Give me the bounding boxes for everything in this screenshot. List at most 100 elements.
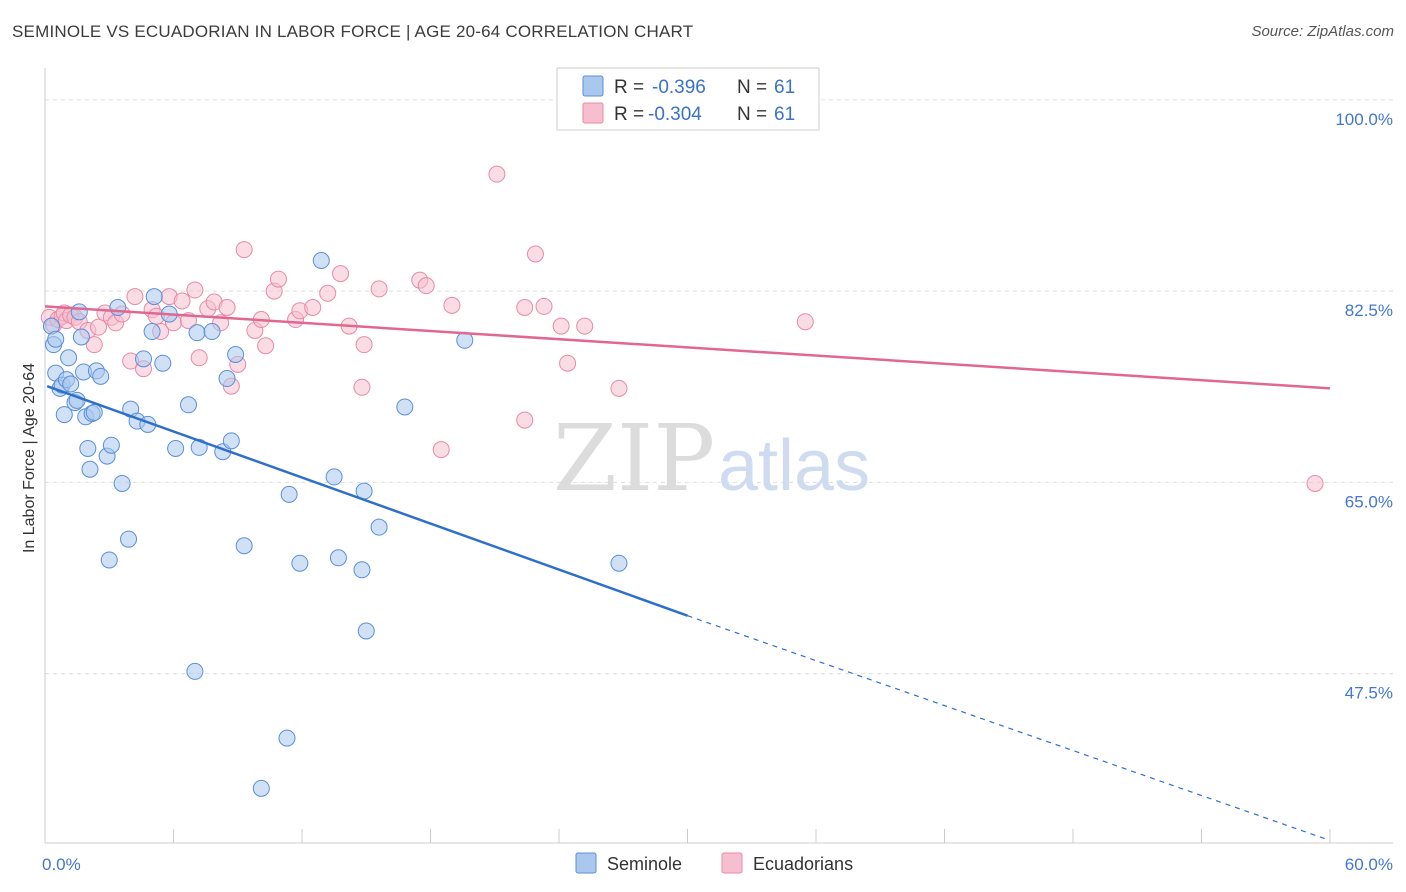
- y-tick-label-0: 47.5%: [1345, 684, 1393, 703]
- seminole-point-53: [357, 622, 375, 640]
- seminole-point-9: [62, 375, 80, 393]
- x-tick-labels: 0.0% 60.0%: [42, 855, 1393, 874]
- seminole-point-48: [312, 252, 330, 270]
- trend-lines: [44, 305, 1331, 841]
- seminole-point-12: [72, 328, 90, 346]
- y-axis-label: In Labor Force | Age 20-64: [21, 363, 38, 553]
- seminole-point-41: [222, 432, 240, 450]
- seminole-point-19: [92, 367, 110, 385]
- seminole-point-47: [291, 554, 309, 572]
- ecuadorian-point-50: [417, 277, 435, 295]
- seminole-point-59: [85, 403, 103, 421]
- seminole-point-34: [179, 396, 197, 414]
- seminole-point-16: [81, 460, 99, 478]
- ecuadorian-point-56: [526, 245, 544, 263]
- seminole-point-6: [55, 406, 73, 424]
- axes: [44, 68, 1393, 844]
- legend-r-label-ecuadorian: R =: [614, 104, 644, 125]
- bottom-legend-swatch-ecuadorian: [721, 852, 743, 874]
- ecuadorian-point-60: [576, 317, 594, 335]
- legend-n-label-ecuadorian: N =: [737, 104, 767, 125]
- y-tick-label-2: 82.5%: [1345, 301, 1393, 320]
- legend-r-label-seminole: R =: [614, 77, 644, 98]
- watermark-atlas: atlas: [718, 426, 870, 506]
- seminole-point-44: [252, 779, 270, 797]
- seminole-point-29: [143, 323, 161, 341]
- seminole-point-35: [186, 662, 204, 680]
- seminole-point-40: [218, 370, 236, 388]
- seminole-point-15: [79, 439, 97, 457]
- ecuadorian-point-47: [355, 336, 373, 354]
- x-tick-label-start: 0.0%: [42, 855, 81, 874]
- seminole-point-23: [109, 299, 127, 316]
- seminole-point-33: [167, 439, 185, 457]
- ecuadorian-point-63: [1306, 474, 1324, 492]
- bottom-legend-label-ecuadorian: Ecuadorians: [753, 854, 853, 874]
- ecuadorian-point-26: [186, 281, 204, 299]
- chart-source: Source: ZipAtlas.com: [1251, 23, 1394, 40]
- ecuadorian-point-17: [126, 288, 144, 306]
- seminole-point-38: [203, 323, 221, 341]
- seminole-trend-line: [46, 385, 688, 617]
- seminole-point-36: [188, 324, 206, 342]
- seminole-point-45: [278, 729, 296, 747]
- ecuadorian-point-11: [90, 318, 108, 336]
- seminole-point-42: [227, 345, 245, 363]
- seminole-point-8: [60, 349, 78, 367]
- x-tick-label-end: 60.0%: [1345, 855, 1393, 874]
- ecuadorian-point-46: [353, 378, 371, 396]
- ecuadorian-trend-line: [44, 305, 1331, 390]
- ecuadorian-point-34: [235, 241, 253, 259]
- ecuadorian-point-52: [443, 296, 461, 314]
- ecuadorian-point-43: [319, 284, 337, 302]
- seminole-point-46: [280, 485, 298, 503]
- ecuadorian-point-55: [516, 411, 534, 429]
- legend-n-label-seminole: N =: [737, 77, 767, 98]
- ecuadorian-point-39: [269, 270, 287, 288]
- ecuadorian-point-57: [535, 297, 553, 315]
- legend-top: R = -0.396 N = 61 R = -0.304 N = 61: [556, 67, 820, 131]
- seminole-point-43: [235, 537, 253, 555]
- ecuadorian-points: [40, 165, 1324, 492]
- ecuadorian-point-42: [304, 299, 322, 316]
- seminole-point-30: [145, 288, 163, 306]
- ecuadorian-point-62: [796, 313, 814, 331]
- ecuadorian-point-53: [488, 165, 506, 183]
- ecuadorian-point-48: [370, 280, 388, 298]
- seminole-point-49: [325, 468, 343, 486]
- watermark-zip: ZIP: [553, 405, 715, 512]
- seminole-point-31: [154, 354, 172, 372]
- legend-bottom: Seminole Ecuadorians: [575, 852, 853, 874]
- ecuadorian-point-51: [432, 441, 450, 459]
- seminole-points: [42, 252, 628, 797]
- legend-swatch-ecuadorian: [582, 102, 604, 124]
- ecuadorian-point-37: [257, 337, 275, 355]
- ecuadorian-point-10: [85, 336, 103, 354]
- legend-swatch-seminole: [582, 75, 604, 97]
- y-tick-label-3: 100.0%: [1335, 110, 1393, 129]
- bottom-legend-swatch-seminole: [575, 852, 597, 874]
- seminole-point-2: [47, 330, 65, 348]
- grid-lines: [45, 99, 1393, 675]
- ecuadorian-point-27: [190, 349, 208, 367]
- y-tick-labels: 47.5% 65.0% 82.5% 100.0%: [1335, 110, 1393, 703]
- ecuadorian-point-54: [516, 299, 534, 316]
- seminole-point-50: [329, 549, 347, 567]
- watermark: ZIP atlas: [553, 405, 870, 512]
- seminole-point-55: [396, 398, 414, 416]
- ecuadorian-point-59: [559, 354, 577, 372]
- y-tick-label-1: 65.0%: [1345, 492, 1393, 511]
- ecuadorian-point-24: [173, 292, 191, 310]
- ecuadorian-point-58: [552, 317, 570, 335]
- legend-r-value-seminole: -0.396: [652, 77, 706, 98]
- seminole-point-54: [370, 518, 388, 536]
- seminole-point-51: [353, 561, 371, 579]
- bottom-legend-label-seminole: Seminole: [607, 854, 682, 874]
- seminole-point-24: [113, 474, 131, 492]
- seminole-point-22: [102, 436, 120, 454]
- seminole-point-25: [120, 530, 138, 548]
- ecuadorian-point-44: [332, 265, 350, 283]
- ecuadorian-point-31: [218, 299, 236, 316]
- legend-n-value-ecuadorian: 61: [774, 104, 795, 125]
